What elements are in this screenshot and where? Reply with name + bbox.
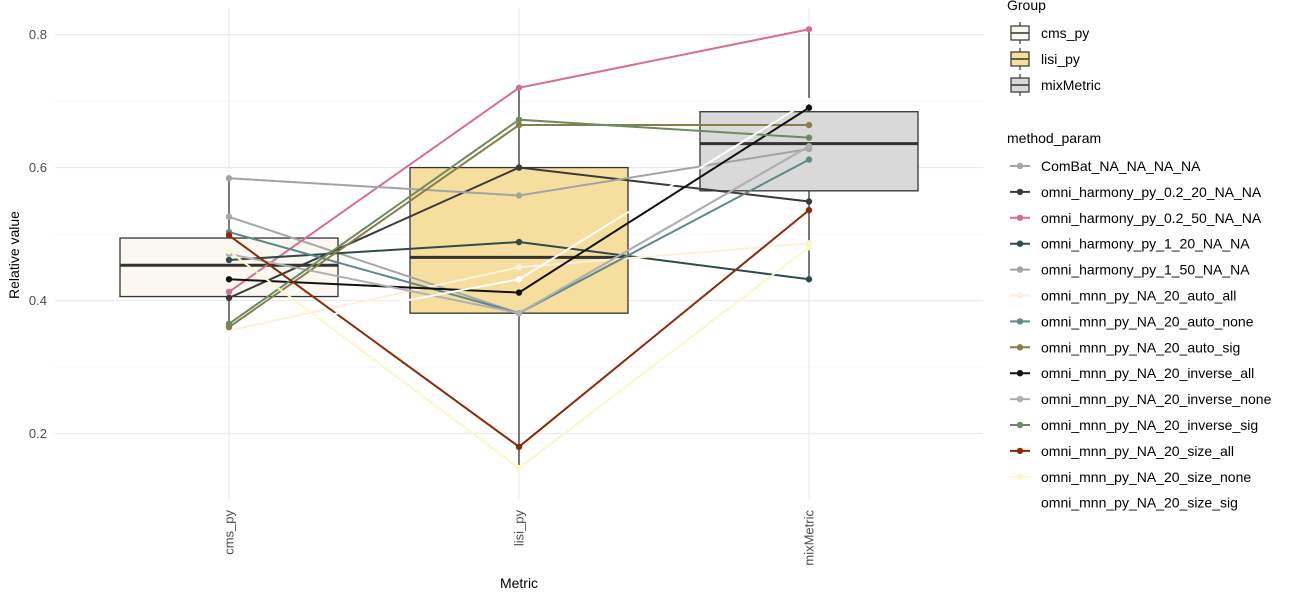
group-legend-title: Group <box>1007 0 1046 13</box>
series-legend-label: omni_harmony_py_1_20_NA_NA <box>1041 236 1250 252</box>
data-point <box>515 192 523 199</box>
series-legend-item: omni_harmony_py_1_20_NA_NA <box>1010 236 1250 252</box>
data-point <box>515 164 523 171</box>
data-point <box>225 175 233 182</box>
data-point <box>225 288 233 296</box>
y-tick-label: 0.4 <box>29 293 47 308</box>
data-point <box>515 116 523 123</box>
series-legend-label: omni_mnn_py_NA_20_size_none <box>1041 469 1251 485</box>
legend-key-point <box>1016 473 1024 480</box>
group-legend-label: cms_py <box>1041 25 1089 41</box>
data-point <box>225 320 233 328</box>
data-point <box>225 330 233 337</box>
legend-key-point <box>1016 240 1024 247</box>
data-point <box>515 276 523 283</box>
series-legend-item: omni_mnn_py_NA_20_inverse_all <box>1010 365 1254 381</box>
group-legend-label: lisi_py <box>1041 51 1080 67</box>
data-point <box>515 84 523 91</box>
legend-key-point <box>1016 266 1024 273</box>
data-point <box>225 232 233 239</box>
series-legend-label: omni_mnn_py_NA_20_inverse_none <box>1041 391 1272 407</box>
data-point <box>515 289 523 296</box>
data-point <box>805 97 813 105</box>
group-legend-label: mixMetric <box>1041 77 1101 93</box>
series-points <box>225 26 813 472</box>
data-point <box>805 198 813 205</box>
series-legend-item: omni_harmony_py_0.2_50_NA_NA <box>1010 210 1262 226</box>
legend-key-point <box>1016 421 1024 429</box>
x-tick-label: mixMetric <box>802 510 817 566</box>
series-legend-label: omni_mnn_py_NA_20_auto_none <box>1041 313 1254 329</box>
box <box>119 237 339 298</box>
series-legend-item: omni_mnn_py_NA_20_auto_all <box>1010 288 1236 304</box>
data-point <box>515 238 523 246</box>
data-point <box>515 264 523 271</box>
axes: Metric Relative value 0.2 0.4 0.6 0.8 cms_py… <box>6 27 817 591</box>
group-legend-item: lisi_py <box>1010 48 1080 70</box>
data-point <box>805 143 813 150</box>
data-point <box>225 248 233 255</box>
data-point <box>515 309 523 317</box>
data-point <box>805 104 813 111</box>
y-tick-label: 0.2 <box>29 426 47 441</box>
legend-key-point <box>1016 395 1024 403</box>
series-legend-item: omni_mnn_py_NA_20_auto_none <box>1010 313 1254 329</box>
group-legend-item: cms_py <box>1010 22 1089 44</box>
legend-key-point <box>1016 292 1024 299</box>
legend-key-point <box>1016 214 1024 221</box>
data-point <box>225 213 233 220</box>
y-axis-title: Relative value <box>6 211 22 299</box>
series-legend-item: omni_harmony_py_0.2_20_NA_NA <box>1010 184 1262 200</box>
series-legend-item: omni_mnn_py_NA_20_size_sig <box>1010 495 1238 511</box>
y-tick-label: 0.8 <box>29 27 47 42</box>
series-legend-item: ComBat_NA_NA_NA_NA <box>1010 158 1201 174</box>
series-legend-label: omni_harmony_py_0.2_20_NA_NA <box>1041 184 1262 200</box>
series-legend-item: omni_mnn_py_NA_20_inverse_none <box>1010 391 1272 407</box>
data-point <box>225 294 233 302</box>
legend-key-point <box>1016 162 1024 170</box>
data-point <box>805 156 813 163</box>
series-legend-label: omni_mnn_py_NA_20_size_all <box>1041 443 1234 459</box>
series-legend-item: omni_mnn_py_NA_20_inverse_sig <box>1010 417 1258 433</box>
method-legend-title: method_param <box>1007 130 1101 146</box>
group-legend-item: mixMetric <box>1010 74 1101 96</box>
series-legend-label: omni_mnn_py_NA_20_size_sig <box>1041 495 1238 511</box>
x-axis-title: Metric <box>500 575 538 591</box>
series-legend-item: omni_mnn_py_NA_20_auto_sig <box>1010 339 1240 355</box>
data-point <box>805 244 813 251</box>
data-point <box>225 256 233 264</box>
legend-key-point <box>1016 447 1024 455</box>
x-tick-label: lisi_py <box>512 510 527 547</box>
series-legend-label: omni_mnn_py_NA_20_auto_sig <box>1041 339 1240 355</box>
data-point <box>515 464 523 472</box>
series-legend-label: omni_harmony_py_1_50_NA_NA <box>1041 262 1250 278</box>
data-point <box>805 121 813 129</box>
data-point <box>805 276 813 283</box>
boxplots <box>119 29 919 469</box>
legend-key-point <box>1016 318 1024 325</box>
data-point <box>515 443 523 451</box>
series-legend-label: ComBat_NA_NA_NA_NA <box>1041 158 1201 174</box>
legend-key-point <box>1016 188 1024 196</box>
boxplot-cms_py <box>119 178 339 331</box>
series-legend-item: omni_harmony_py_1_50_NA_NA <box>1010 262 1250 278</box>
data-point <box>225 276 233 283</box>
series-legend-item: omni_mnn_py_NA_20_size_none <box>1010 469 1251 485</box>
series-legend-label: omni_mnn_py_NA_20_inverse_sig <box>1041 417 1258 433</box>
series-legend-label: omni_harmony_py_0.2_50_NA_NA <box>1041 210 1262 226</box>
legend-key-point <box>1016 499 1024 506</box>
series-legend-label: omni_mnn_py_NA_20_auto_all <box>1041 288 1236 304</box>
x-tick-label: cms_py <box>222 510 237 555</box>
legend: Group method_param cms_py lisi_py mixMetri… <box>1007 0 1272 511</box>
series-legend-label: omni_mnn_py_NA_20_inverse_all <box>1041 365 1254 381</box>
data-point <box>805 206 813 214</box>
y-tick-label: 0.6 <box>29 160 47 175</box>
data-point <box>805 134 813 141</box>
legend-key-point <box>1016 370 1024 377</box>
data-point <box>805 26 813 33</box>
series-legend-item: omni_mnn_py_NA_20_size_all <box>1010 443 1234 459</box>
data-point <box>515 121 523 129</box>
legend-key-point <box>1016 344 1024 351</box>
